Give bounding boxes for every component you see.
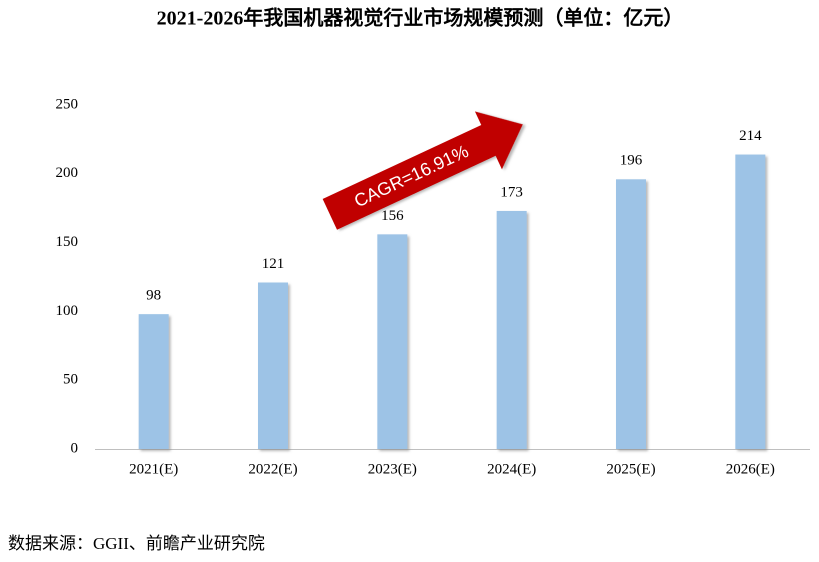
y-tick-label: 100 xyxy=(56,303,79,319)
chart-title: 2021-2026年我国机器视觉行业市场规模预测（单位：亿元） xyxy=(157,6,684,30)
source: 数据来源：GGII、前瞻产业研究院 xyxy=(8,534,265,553)
value-label: 98 xyxy=(146,288,161,304)
value-label: 214 xyxy=(739,128,762,144)
y-tick-label: 200 xyxy=(56,165,79,181)
y-tick-label: 150 xyxy=(56,234,79,250)
bar xyxy=(258,282,288,449)
x-tick-label: 2021(E) xyxy=(129,461,178,477)
bar xyxy=(735,154,766,449)
value-label: 196 xyxy=(620,153,643,169)
bar xyxy=(616,179,646,449)
arrow-shape xyxy=(322,111,523,230)
bar xyxy=(496,210,527,449)
x-tick-label: 2025(E) xyxy=(606,461,655,477)
y-tick-label: 250 xyxy=(56,96,79,112)
value-label: 156 xyxy=(381,208,404,224)
x-tick-label: 2022(E) xyxy=(248,461,297,477)
annotation: CAGR=16.91% xyxy=(351,141,471,211)
value-label: 173 xyxy=(500,184,523,200)
bar xyxy=(138,314,169,449)
x-tick-label: 2023(E) xyxy=(368,461,417,477)
value-label: 121 xyxy=(262,256,285,272)
y-tick-label: 50 xyxy=(63,372,78,388)
y-tick-label: 0 xyxy=(71,440,79,456)
x-tick-label: 2024(E) xyxy=(487,461,536,477)
x-tick-label: 2026(E) xyxy=(726,461,775,477)
bar xyxy=(377,234,408,449)
